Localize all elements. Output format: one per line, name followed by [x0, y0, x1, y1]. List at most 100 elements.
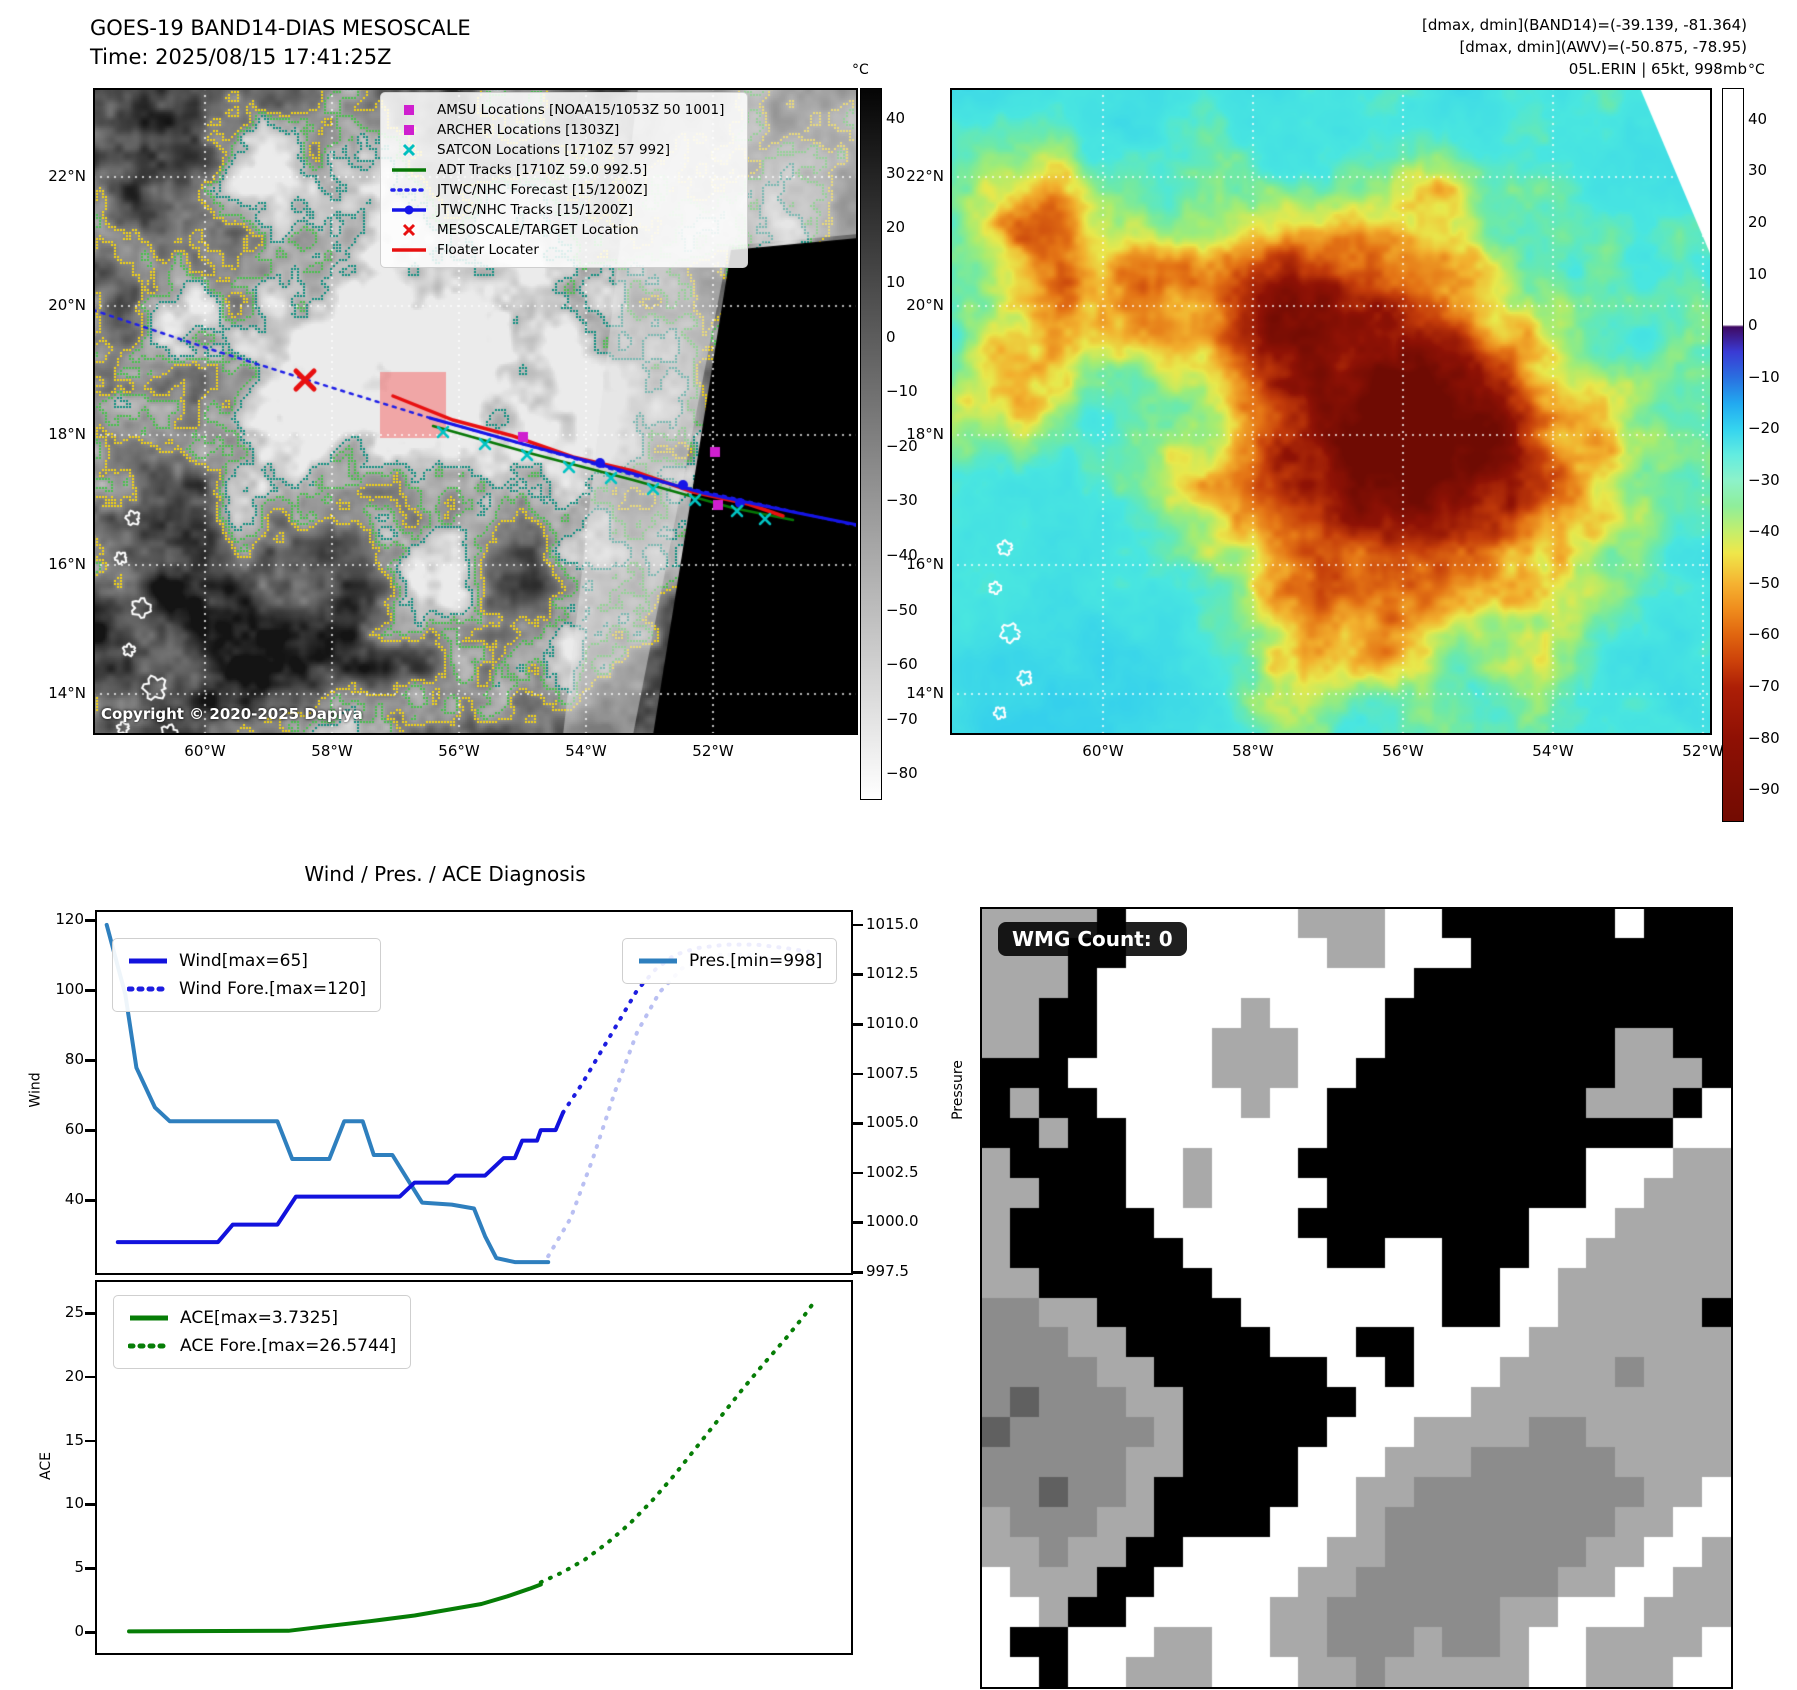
- lat-tick-label: 22°N: [906, 167, 944, 185]
- lat-tick-label: 22°N: [48, 167, 86, 185]
- figure2-header-line1: [dmax, dmin](BAND14)=(-39.139, -81.364): [1422, 16, 1747, 34]
- x-legend-symbol: [389, 143, 429, 157]
- lat-tick-label: 14°N: [48, 684, 86, 702]
- band14-colorbar-tick: 20: [886, 218, 906, 237]
- ace-tick-label: 25: [64, 1303, 84, 1322]
- map-legend-item-label: Floater Locater: [437, 242, 539, 258]
- pressure-tick-label: 997.5: [866, 1262, 909, 1281]
- pressure-line-symbol: [637, 957, 679, 965]
- figure2-header-line2: [dmax, dmin](AWV)=(-50.875, -78.95): [1459, 38, 1747, 56]
- lon-tick-label: 56°W: [438, 742, 480, 760]
- lat-tick-label: 18°N: [48, 425, 86, 443]
- band14-colorbar-tick: −80: [886, 764, 918, 783]
- awv-colorbar-tick: −10: [1748, 367, 1780, 386]
- wind-legend-row: Wind[max=65]: [127, 947, 366, 975]
- band14-colorbar: [860, 88, 882, 800]
- copyright-text: Copyright © 2020-2025 Dapiya: [101, 705, 363, 723]
- line-legend-symbol: [389, 243, 429, 257]
- lon-tick-label: 54°W: [1532, 742, 1574, 760]
- band14-colorbar-tick: −50: [886, 600, 918, 619]
- band14-colorbar-tick: 0: [886, 327, 896, 346]
- awv-colorbar: [1722, 88, 1744, 822]
- awv-colorbar-tick: −20: [1748, 419, 1780, 438]
- lat-tick-label: 16°N: [906, 555, 944, 573]
- awv-colorbar-tick: 30: [1748, 161, 1768, 180]
- pressure-tick-mark: [853, 973, 863, 976]
- pressure-tick-mark: [853, 1221, 863, 1224]
- pressure-tick-label: 1007.5: [866, 1063, 919, 1082]
- map-legend: AMSU Locations [NOAA15/1053Z 50 1001] ARC…: [380, 92, 748, 268]
- series-wind-fore-max-120-: [561, 942, 825, 1115]
- band14-colorbar-tick: −20: [886, 436, 918, 455]
- map-legend-item-label: JTWC/NHC Forecast [15/1200Z]: [437, 182, 648, 198]
- ace-forecast-legend-label: ACE Fore.[max=26.5744]: [180, 1336, 397, 1356]
- wind-tick-mark: [85, 1199, 95, 1202]
- awv-colorbar-tick: −90: [1748, 780, 1780, 799]
- ace-forecast-legend-row: ACE Fore.[max=26.5744]: [128, 1332, 396, 1360]
- wind-tick-mark: [85, 989, 95, 992]
- pressure-tick-mark: [853, 1122, 863, 1125]
- wind-legend: Wind[max=65] Wind Fore.[max=120]: [112, 938, 382, 1012]
- band14-colorbar-tick: 10: [886, 272, 906, 291]
- ace-tick-mark: [85, 1631, 95, 1634]
- figure2-header-line3: 05L.ERIN | 65kt, 998mb: [1568, 60, 1747, 78]
- ace-legend-row: ACE[max=3.7325]: [128, 1304, 396, 1332]
- pressure-tick-label: 1012.5: [866, 964, 919, 983]
- wind-tick-label: 120: [55, 910, 84, 929]
- wind-tick-label: 60: [64, 1120, 84, 1139]
- map-legend-item-label: ADT Tracks [1710Z 59.0 992.5]: [437, 162, 648, 178]
- awv-colorbar-tick: 40: [1748, 109, 1768, 128]
- wind-tick-mark: [85, 1129, 95, 1132]
- awv-colorbar-tick: 0: [1748, 316, 1758, 335]
- awv-colorbar-tick: −70: [1748, 676, 1780, 695]
- lat-tick-label: 14°N: [906, 684, 944, 702]
- band14-colorbar-tick: −60: [886, 655, 918, 674]
- lon-tick-label: 52°W: [1682, 742, 1724, 760]
- band14-colorbar-tick: −10: [886, 382, 918, 401]
- ace-tick-label: 10: [64, 1494, 84, 1513]
- band14-colorbar-tick: −40: [886, 545, 918, 564]
- dotted-legend-symbol: [389, 183, 429, 197]
- wmg-count-badge: WMG Count: 0: [998, 922, 1187, 956]
- ace-tick-label: 20: [64, 1366, 84, 1385]
- lat-tick-label: 16°N: [48, 555, 86, 573]
- pressure-legend-label: Pres.[min=998]: [689, 951, 823, 971]
- lat-tick-label: 20°N: [48, 296, 86, 314]
- square-legend-symbol: [389, 103, 429, 117]
- awv-colorbar-tick: −80: [1748, 728, 1780, 747]
- figure2-header-block: [dmax, dmin](BAND14)=(-39.139, -81.364) …: [1422, 14, 1747, 80]
- pressure-tick-label: 1000.0: [866, 1212, 919, 1231]
- awv-colorbar-unit: °C: [1748, 62, 1765, 78]
- ace-plot: [127, 1298, 818, 1634]
- series-ace-max-3-7325-: [127, 1582, 543, 1634]
- lon-tick-label: 52°W: [692, 742, 734, 760]
- ace-legend-label: ACE[max=3.7325]: [180, 1308, 338, 1328]
- pressure-tick-label: 1005.0: [866, 1113, 919, 1132]
- ace-tick-label: 15: [64, 1430, 84, 1449]
- lon-tick-label: 58°W: [1232, 742, 1274, 760]
- pressure-tick-label: 1010.0: [866, 1014, 919, 1033]
- ace-line-symbol: [128, 1314, 170, 1322]
- wind-axis-label: Wind: [27, 1072, 44, 1108]
- band14-colorbar-unit: °C: [852, 62, 869, 78]
- pressure-tick-label: 1002.5: [866, 1162, 919, 1181]
- awv-map-canvas: [950, 88, 1712, 735]
- pressure-legend: Pres.[min=998]: [622, 938, 838, 984]
- wind-tick-mark: [85, 1059, 95, 1062]
- awv-colorbar-tick: 10: [1748, 264, 1768, 283]
- lat-tick-label: 20°N: [906, 296, 944, 314]
- ace-axis-label: ACE: [37, 1452, 54, 1480]
- ace-tick-mark: [85, 1312, 95, 1315]
- line-legend-symbol: [389, 163, 429, 177]
- line-marker-legend-symbol: [389, 203, 429, 217]
- ace-forecast-line-symbol: [128, 1342, 170, 1350]
- series-pres-min-998-: [104, 922, 551, 1265]
- awv-colorbar-tick: −40: [1748, 522, 1780, 541]
- ace-tick-mark: [85, 1567, 95, 1570]
- awv-colorbar-tick: 20: [1748, 213, 1768, 232]
- pressure-tick-mark: [853, 1072, 863, 1076]
- figure1-title: GOES-19 BAND14-DIAS MESOSCALE: [90, 16, 471, 40]
- map-legend-item-label: JTWC/NHC Tracks [15/1200Z]: [437, 202, 634, 218]
- wind-forecast-legend-label: Wind Fore.[max=120]: [179, 979, 367, 999]
- ace-tick-label: 0: [74, 1622, 84, 1641]
